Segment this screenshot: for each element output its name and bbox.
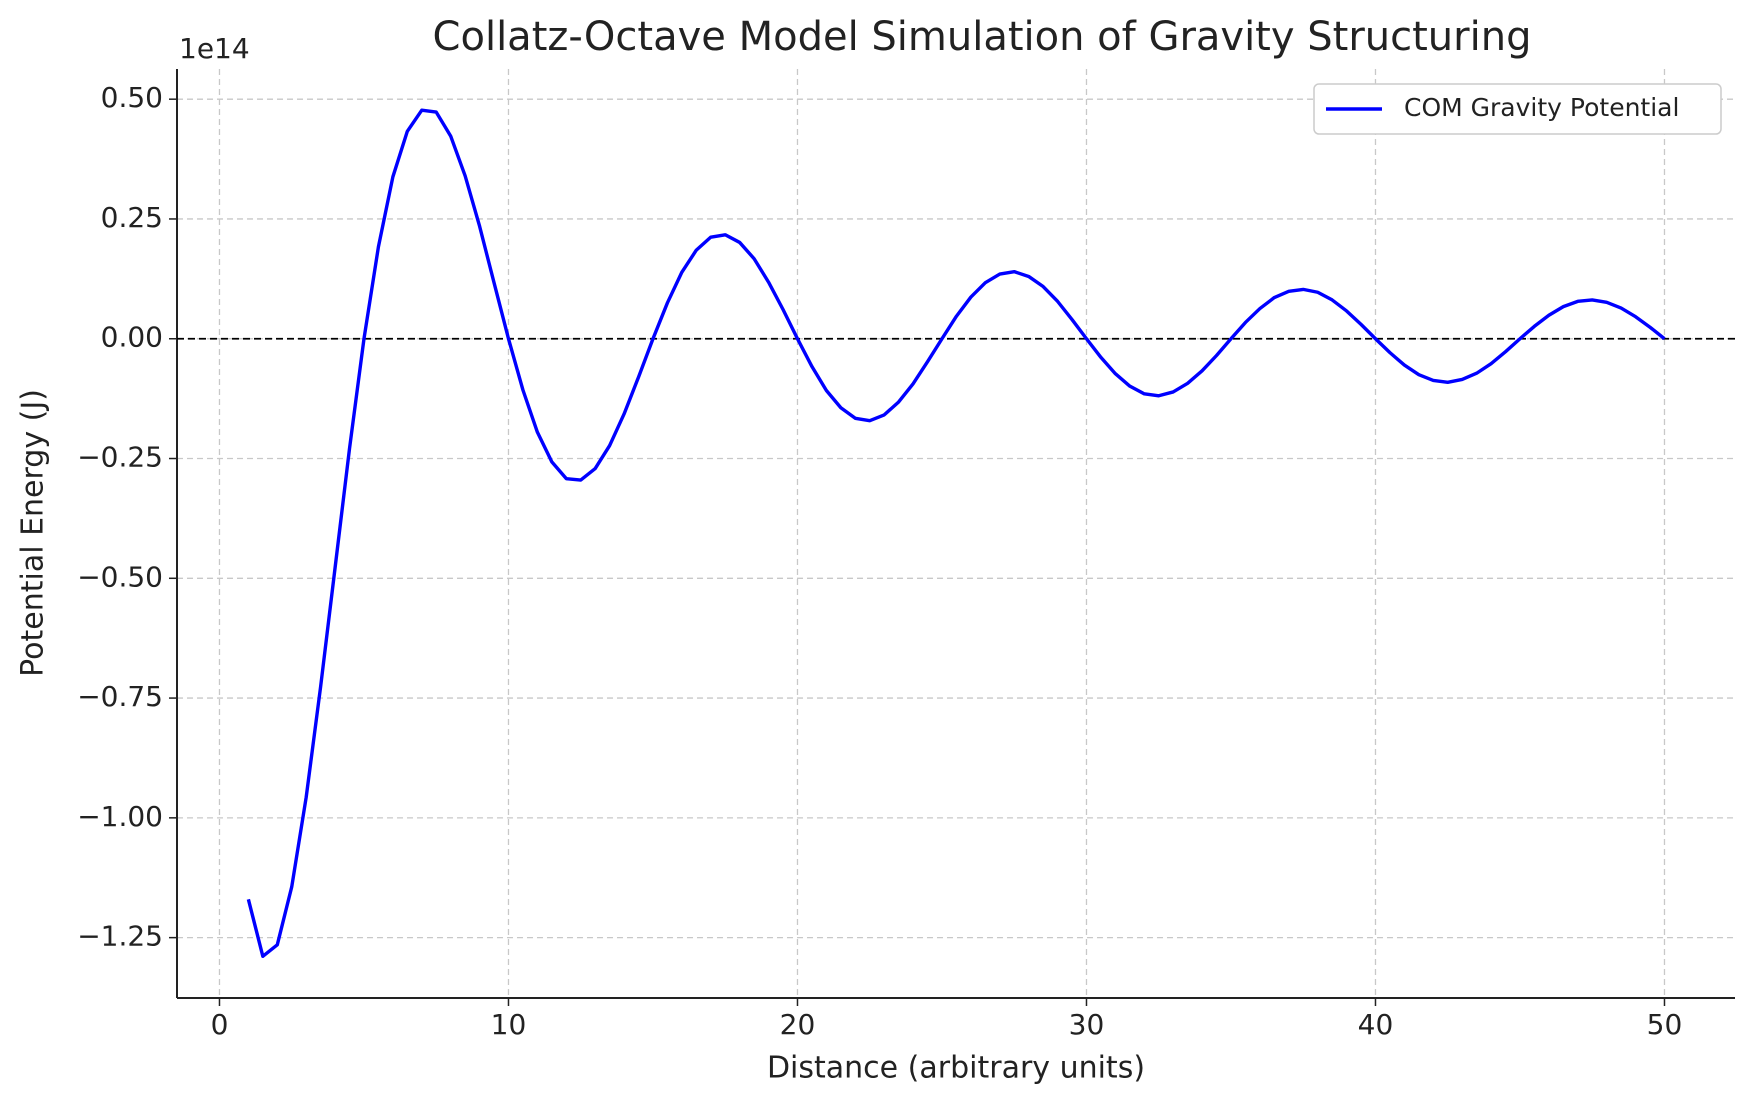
x-tick-label: 20 [780,1008,816,1041]
x-tick-label: 40 [1358,1008,1394,1041]
y-tick-label: 0.50 [101,81,163,114]
chart-title: Collatz-Octave Model Simulation of Gravi… [433,14,1532,60]
y-tick-label: −1.00 [77,800,163,833]
x-axis-label: Distance (arbitrary units) [767,1051,1145,1086]
y-tick-label: 0.25 [101,201,163,234]
x-tick-label: 50 [1647,1008,1683,1041]
y-axis-label: Potential Energy (J) [16,389,51,677]
x-tick-label: 30 [1069,1008,1105,1041]
legend-label: COM Gravity Potential [1404,93,1679,122]
y-offset-label: 1e14 [179,32,250,65]
y-tick-label: −0.50 [77,560,163,593]
y-tick-label: 0.00 [101,321,163,354]
x-tick-label: 10 [491,1008,527,1041]
legend-box [1313,83,1722,135]
y-tick-label: −0.25 [77,441,163,474]
data-line [246,108,1666,959]
y-tick-label: −0.75 [77,680,163,713]
x-tick-label: 0 [211,1008,229,1041]
y-tick-label: −1.25 [77,920,163,953]
